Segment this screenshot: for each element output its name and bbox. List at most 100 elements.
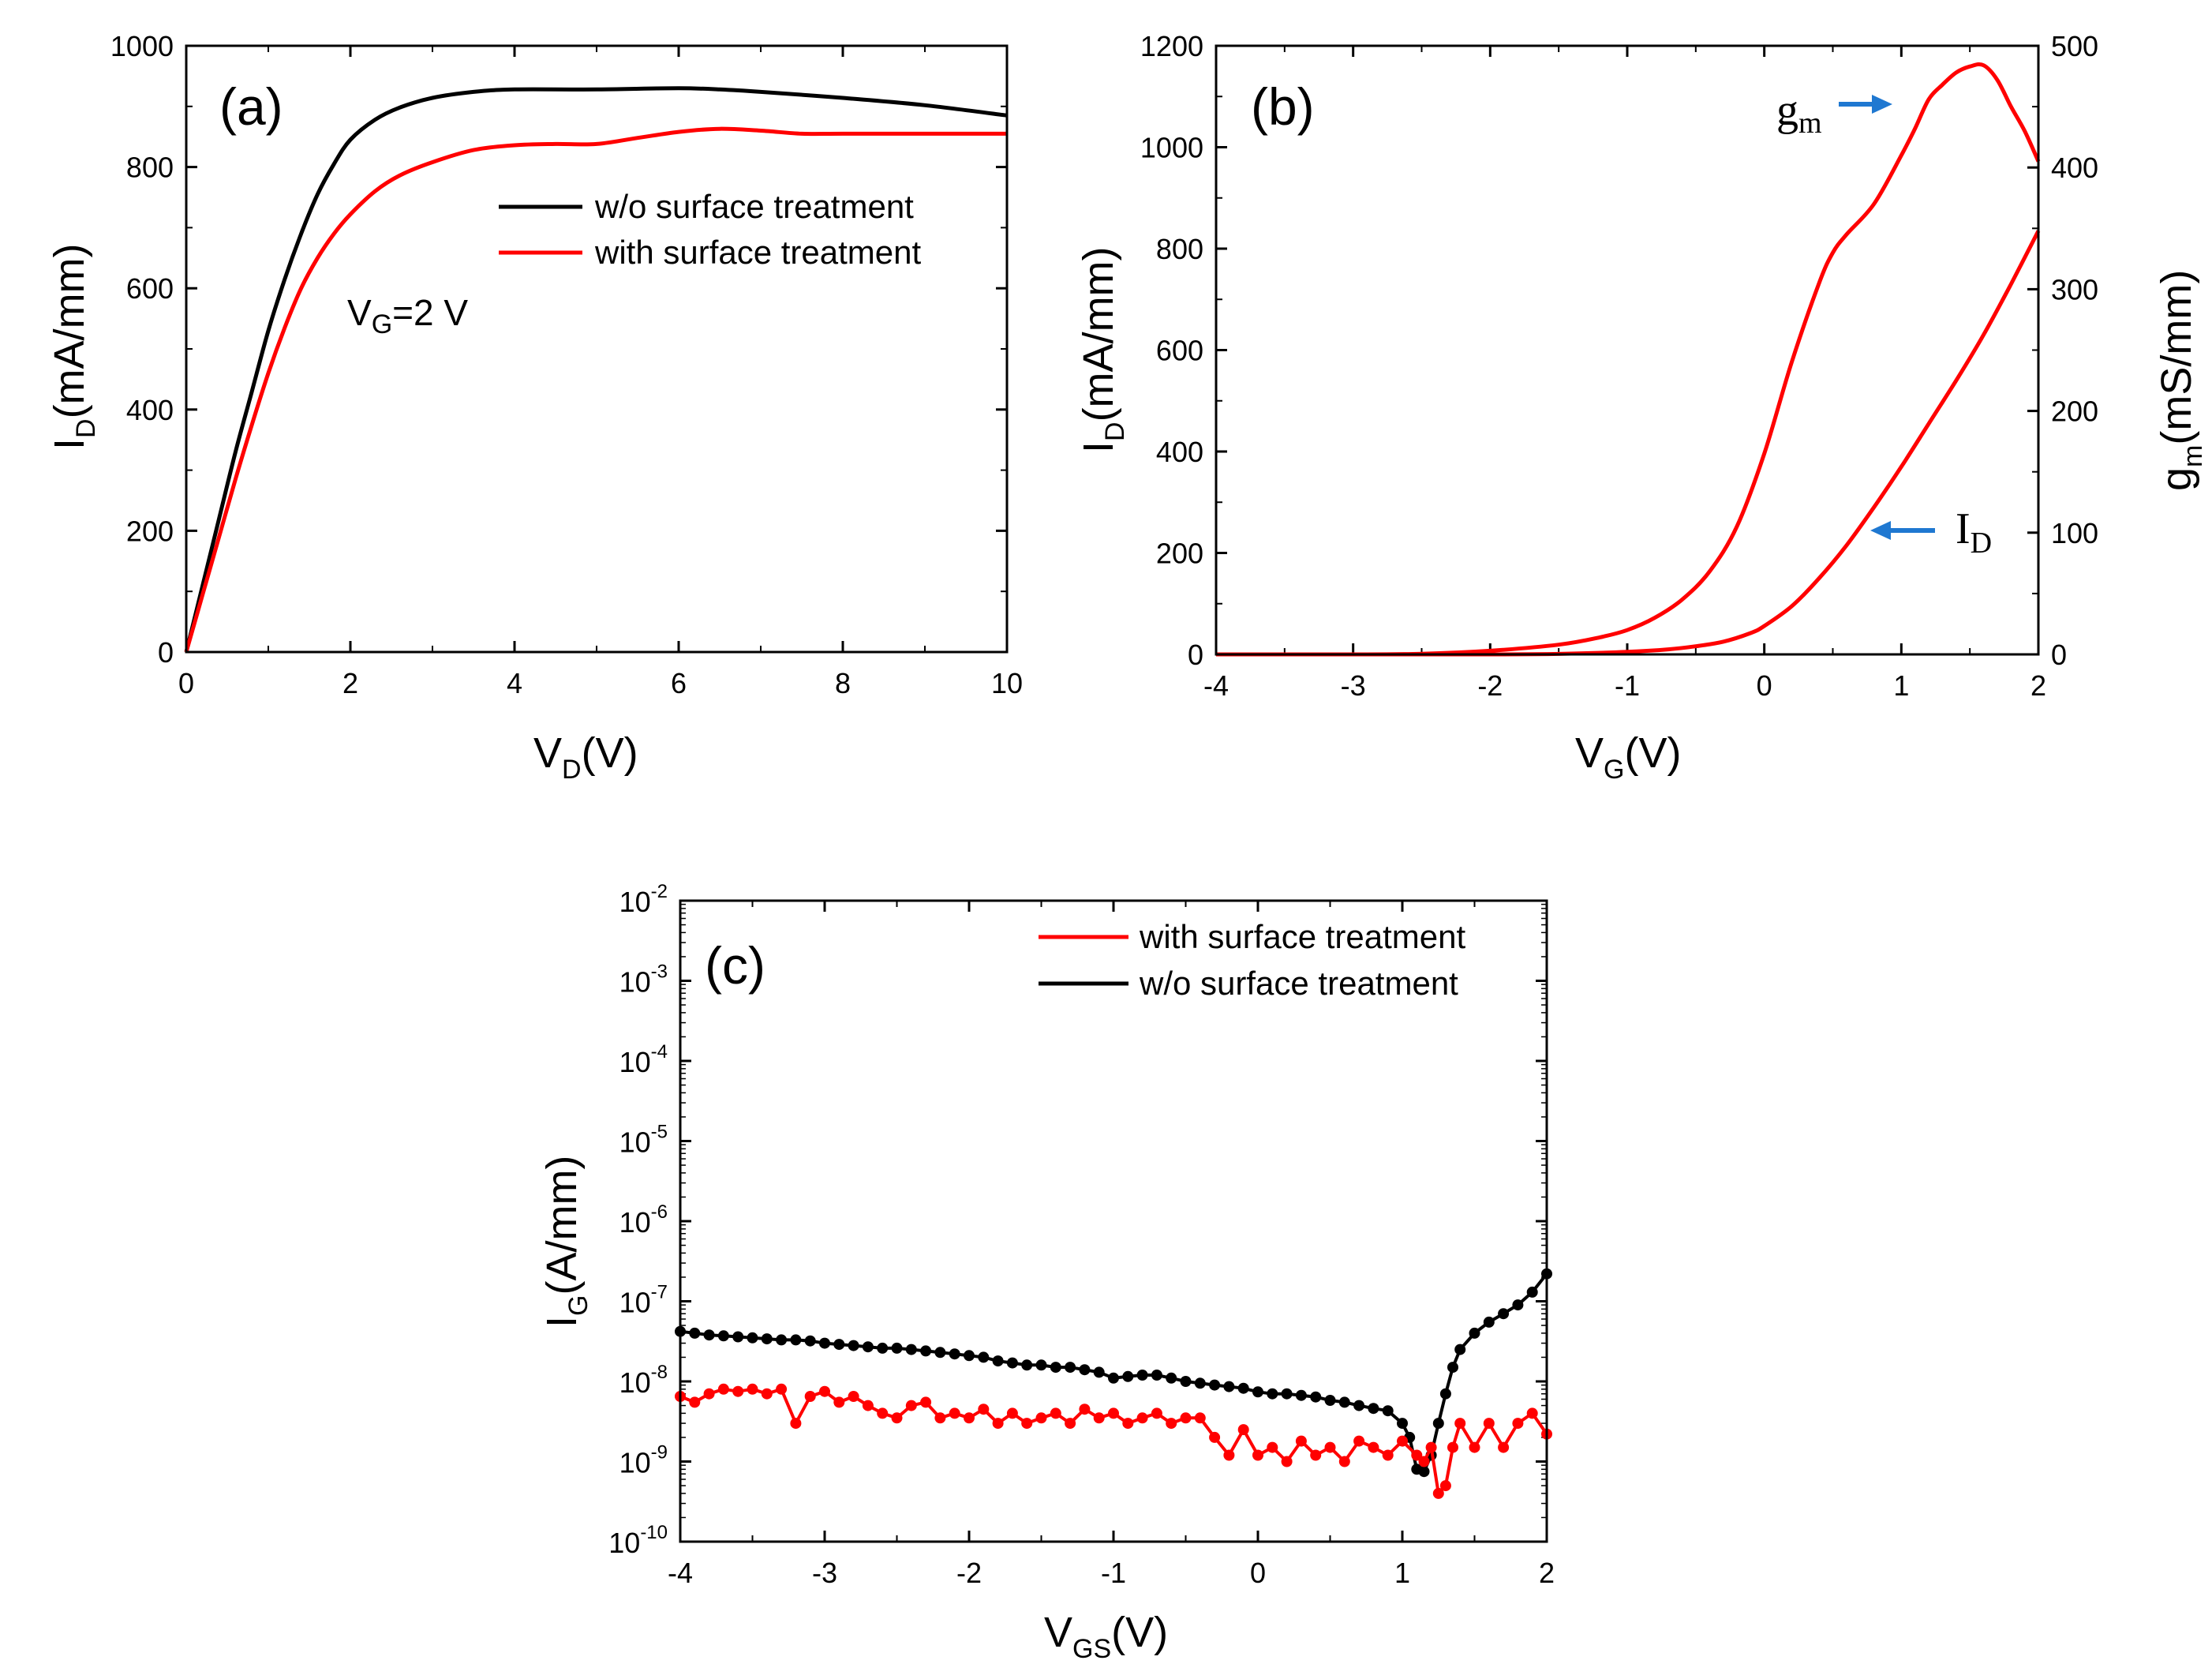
panel-c-point-red: [1035, 1412, 1047, 1424]
panel-b-xtick-label: 1: [1893, 669, 1909, 702]
panel-c-point-red: [1021, 1418, 1033, 1430]
panel-c-point-red: [1223, 1449, 1235, 1461]
panel-c-ytick-base: 10: [619, 1447, 651, 1479]
panel-b-ytick-label: 400: [1156, 436, 1203, 468]
panel-b-y2tick-label: 300: [2051, 273, 2098, 305]
panel-c-point-black: [1310, 1391, 1322, 1403]
panel-c-point-red: [1512, 1418, 1524, 1430]
panel-c-series: [675, 1268, 1552, 1499]
panel-a-ytick-label: 600: [126, 272, 174, 305]
panel-c-point-red: [1065, 1418, 1076, 1430]
panel-c-point-red: [905, 1400, 917, 1411]
panel-c-label: (c): [705, 936, 765, 995]
panel-c-point-black: [1418, 1466, 1430, 1478]
panel-a-xlabel: VD(V): [533, 729, 638, 785]
panel-c-point-black: [1122, 1370, 1134, 1382]
panel-a-xtick-label: 10: [991, 667, 1023, 699]
panel-c-point-black: [1469, 1327, 1480, 1339]
panel-b-xtick-label: -1: [1615, 669, 1640, 702]
panel-c-ytick-exp: -9: [651, 1442, 668, 1464]
panel-c-point-red: [920, 1396, 932, 1408]
panel-b-y2tick-label: 500: [2051, 30, 2098, 62]
panel-a-series-line-2: [184, 126, 1007, 653]
panel-c-xtick-label: -1: [1101, 1557, 1126, 1589]
panel-c-xtick-label: 1: [1394, 1557, 1410, 1589]
panel-c-point-black: [1498, 1308, 1510, 1320]
panel-c-point-black: [1065, 1362, 1076, 1374]
panel-c-point-red: [1006, 1407, 1018, 1419]
panel-b-y2tick-label: 200: [2051, 395, 2098, 428]
panel-c-point-red: [964, 1412, 975, 1424]
panel-c-point-black: [1526, 1286, 1538, 1298]
panel-c-ytick-exp: -8: [651, 1362, 668, 1383]
panel-c-point-red: [1281, 1456, 1293, 1467]
panel-c-point-black: [891, 1342, 903, 1354]
panel-c-point-black: [1338, 1396, 1350, 1408]
panel-c-point-red: [1425, 1441, 1437, 1453]
panel-c-ytick-exp: -4: [651, 1041, 668, 1062]
panel-c-point-red: [891, 1412, 903, 1424]
panel-c-point-red: [1368, 1441, 1379, 1453]
panel-c-point-red: [1108, 1407, 1119, 1419]
panel-c-point-red: [1136, 1412, 1148, 1424]
panel-c-series-line-red: [679, 1387, 1548, 1495]
panel-c-point-red: [1439, 1480, 1451, 1492]
panel-c-point-red: [978, 1404, 990, 1415]
panel-c-point-red: [1267, 1441, 1278, 1453]
panel-c-ytick-exp: -10: [640, 1522, 668, 1543]
panel-c-point-red: [1353, 1435, 1365, 1447]
panel-c-ytick-exp: -2: [651, 881, 668, 902]
panel-c-point-black: [1136, 1370, 1148, 1381]
panel-c-ytick-label: 10-5: [619, 1122, 668, 1159]
panel-c-point-black: [862, 1341, 874, 1353]
panel-c-point-red: [790, 1418, 802, 1430]
panel-c-frame: [679, 899, 1548, 1543]
panel-c-point-black: [1483, 1316, 1495, 1328]
panel-c-ytick-label: 10-10: [608, 1522, 668, 1559]
panel-c-xtick-label: -4: [668, 1557, 693, 1589]
panel-c-point-red: [1411, 1449, 1423, 1461]
panel-c-point-red: [776, 1383, 788, 1395]
panel-c-point-red: [949, 1407, 960, 1419]
panel-c-ytick-label: 10-2: [619, 881, 668, 918]
panel-a-series-line-1: [184, 86, 1008, 653]
panel-c-point-black: [790, 1334, 802, 1346]
panel-c-point-black: [1397, 1418, 1408, 1430]
panel-b-ticks: -4 -3 -2 -1 0 1 202004006008001000120001002003…: [1140, 30, 2098, 702]
panel-c-point-black: [1223, 1381, 1235, 1392]
panel-c-ytick-base: 10: [619, 1287, 651, 1319]
panel-a-xtick-label: 6: [671, 667, 687, 699]
panel-c-ytick-exp: -3: [651, 961, 668, 983]
panel-c-xtick-label: 0: [1250, 1557, 1266, 1589]
panel-c-point-red: [761, 1388, 773, 1400]
panel-c-point-black: [877, 1342, 889, 1354]
panel-c-legend-label-1: with surface treatment: [1139, 918, 1466, 955]
panel-b-xlabel: VG(V): [1575, 729, 1681, 785]
panel-c-point-black: [920, 1345, 932, 1357]
panel-b-ylabel: ID(mA/mm): [1075, 246, 1130, 453]
panel-c-point-red: [1483, 1418, 1495, 1430]
panel-c-point-black: [717, 1330, 729, 1342]
panel-a-label: (a): [219, 77, 283, 136]
panel-c-point-red: [703, 1388, 715, 1400]
panel-c-point-red: [992, 1418, 1004, 1430]
panel-c-point-black: [992, 1355, 1004, 1367]
panel-b-xtick-label: -2: [1477, 669, 1503, 702]
panel-c-point-black: [1512, 1299, 1524, 1311]
panel-b-ytick-label: 1000: [1140, 132, 1203, 164]
panel-c-ytick-label: 10-9: [619, 1442, 668, 1479]
panel-c-point-red: [1469, 1441, 1480, 1453]
panel-c-point-red: [1209, 1431, 1221, 1443]
panel-c-point-red: [1050, 1407, 1061, 1419]
panel-c-point-red: [1310, 1449, 1322, 1461]
panel-c-point-black: [1324, 1395, 1336, 1406]
panel-c-ytick-label: 10-6: [619, 1201, 668, 1239]
panel-c-point-red: [833, 1396, 845, 1408]
panel-c-point-red: [819, 1385, 830, 1397]
panel-c-point-black: [1209, 1379, 1221, 1391]
panel-c-point-black: [1035, 1359, 1047, 1371]
panel-c-point-black: [747, 1332, 758, 1344]
panel-c-ytick-label: 10-7: [619, 1282, 668, 1319]
panel-a-ticks: 0 2 4 6 8 10 0 200 400 600 800 1000: [110, 30, 1023, 699]
